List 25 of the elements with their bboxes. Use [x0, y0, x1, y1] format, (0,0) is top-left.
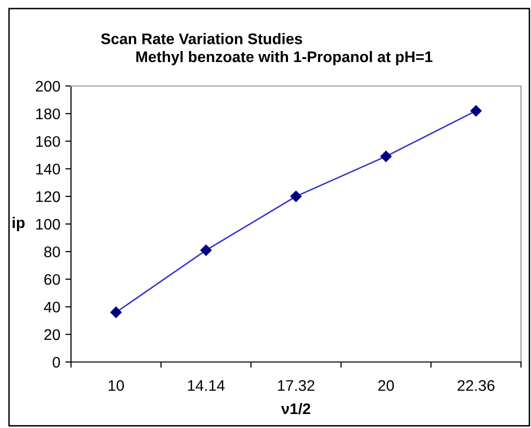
y-tick-label: 20: [44, 329, 60, 340]
point: [200, 244, 212, 256]
y-tick-label: 180: [36, 108, 60, 120]
x-tick-label: 20: [378, 380, 394, 391]
x-tick-label: 10: [108, 380, 124, 391]
point: [110, 306, 122, 318]
x-tick-label: 17.32: [278, 380, 314, 391]
y-tick-label: 80: [44, 246, 60, 258]
chart-title: Scan Rate Variation Studies: [101, 33, 302, 44]
point: [380, 150, 392, 162]
y-tick-label: 160: [36, 136, 60, 147]
chart-subtitle: Methyl benzoate with 1-Propanol at pH=1: [136, 50, 432, 66]
x-axis-title: ν1/2: [281, 402, 310, 414]
y-tick-label: 0: [52, 356, 60, 368]
y-tick-label: 60: [44, 274, 60, 285]
y-tick-label: 100: [36, 218, 60, 230]
x-tick-label: 14.14: [188, 380, 225, 391]
point: [290, 190, 302, 202]
y-axis-title: ip: [12, 216, 25, 232]
y-tick-label: 40: [44, 302, 60, 312]
point: [470, 105, 482, 116]
x-tick-label: 22.36: [458, 380, 494, 391]
y-tick-label: 140: [36, 164, 60, 174]
y-tick-label: 120: [36, 191, 60, 202]
y-tick-label: 200: [36, 80, 60, 92]
